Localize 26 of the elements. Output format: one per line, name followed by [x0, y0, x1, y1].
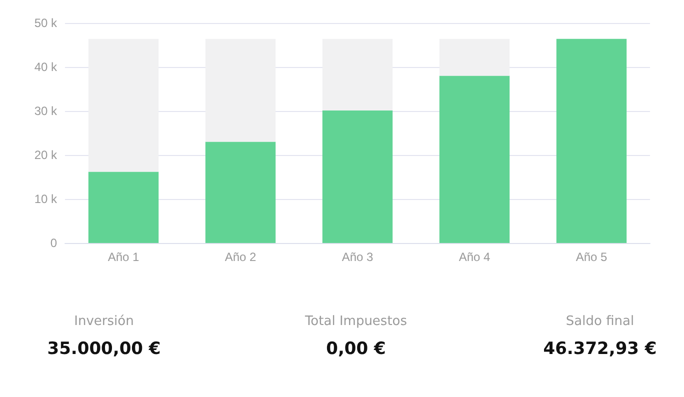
text: 46.372,93 € — [542, 339, 658, 359]
x-tick-label: Año 1 — [108, 250, 140, 264]
y-tick-label: 50 k — [34, 16, 58, 30]
bar — [439, 76, 510, 243]
x-tick-label: Año 3 — [342, 250, 374, 264]
x-tick-label: Año 4 — [458, 250, 491, 264]
text: Saldo final — [564, 314, 636, 329]
bar — [439, 38, 510, 76]
bar — [88, 172, 159, 243]
bar — [205, 38, 276, 142]
text: 35.000,00 € — [46, 339, 162, 359]
x-tick-label: Año 2 — [224, 250, 257, 264]
y-tick-label: 40 k — [34, 60, 58, 74]
x-tick-label: Año 5 — [576, 250, 608, 264]
bar — [205, 142, 276, 243]
bar — [88, 38, 159, 172]
y-tick-label: 30 k — [34, 104, 58, 118]
text: Total Impuestos — [304, 314, 408, 329]
y-tick-label: 0 — [50, 236, 58, 250]
bar — [556, 38, 627, 243]
bar — [322, 110, 393, 243]
y-tick-label: 10 k — [34, 192, 58, 206]
text: Inversión — [73, 314, 135, 329]
bar — [322, 38, 393, 111]
text: 0,00 € — [325, 339, 387, 359]
y-tick-label: 20 k — [34, 148, 58, 162]
